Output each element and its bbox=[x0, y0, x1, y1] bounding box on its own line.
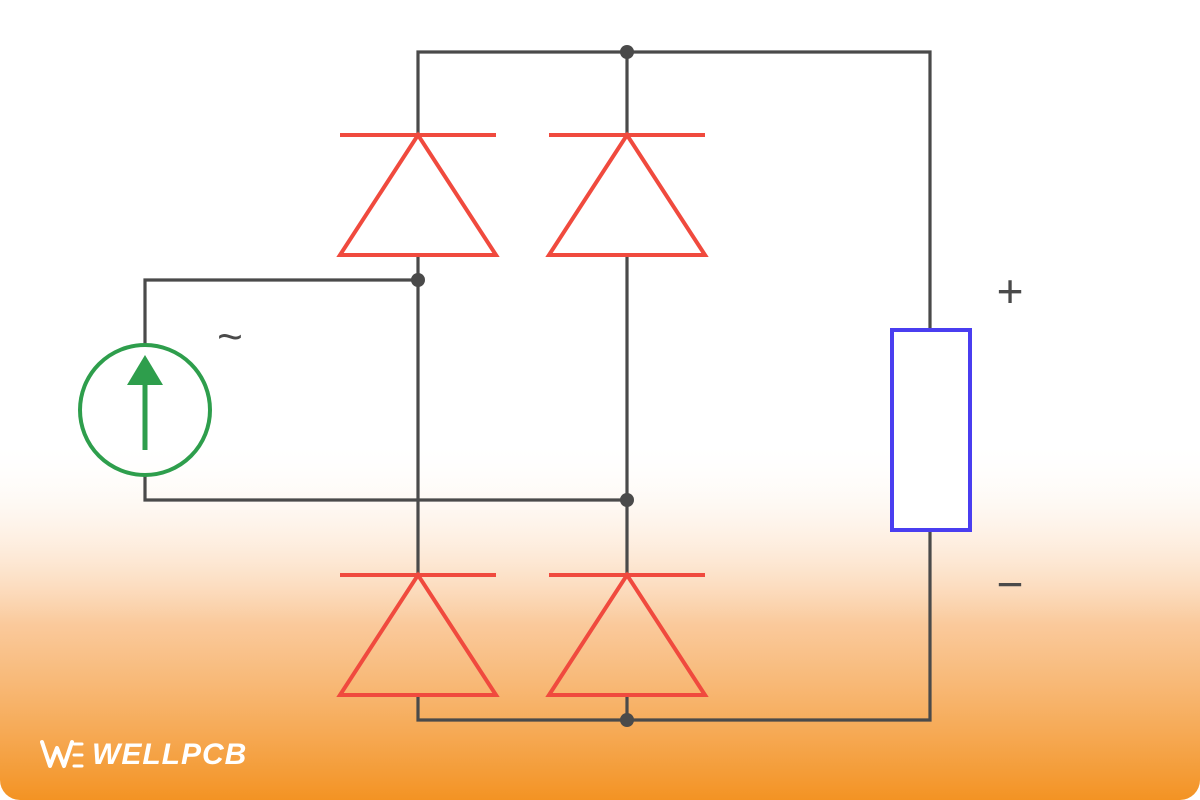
logo-icon bbox=[40, 738, 84, 772]
minus-label: − bbox=[997, 558, 1024, 610]
load-resistor bbox=[892, 330, 970, 530]
node-bottom_center bbox=[620, 713, 634, 727]
background-gradient bbox=[0, 0, 1200, 800]
node-left_junction bbox=[411, 273, 425, 287]
diagram-container: + − ~ WELLPCB bbox=[0, 0, 1200, 800]
node-right_junction bbox=[620, 493, 634, 507]
circuit-svg: + − ~ bbox=[0, 0, 1200, 800]
tilde-label: ~ bbox=[217, 313, 243, 362]
node-top_center bbox=[620, 45, 634, 59]
plus-label: + bbox=[997, 265, 1024, 317]
wellpcb-logo: WELLPCB bbox=[40, 738, 247, 772]
logo-text: WELLPCB bbox=[92, 738, 247, 772]
